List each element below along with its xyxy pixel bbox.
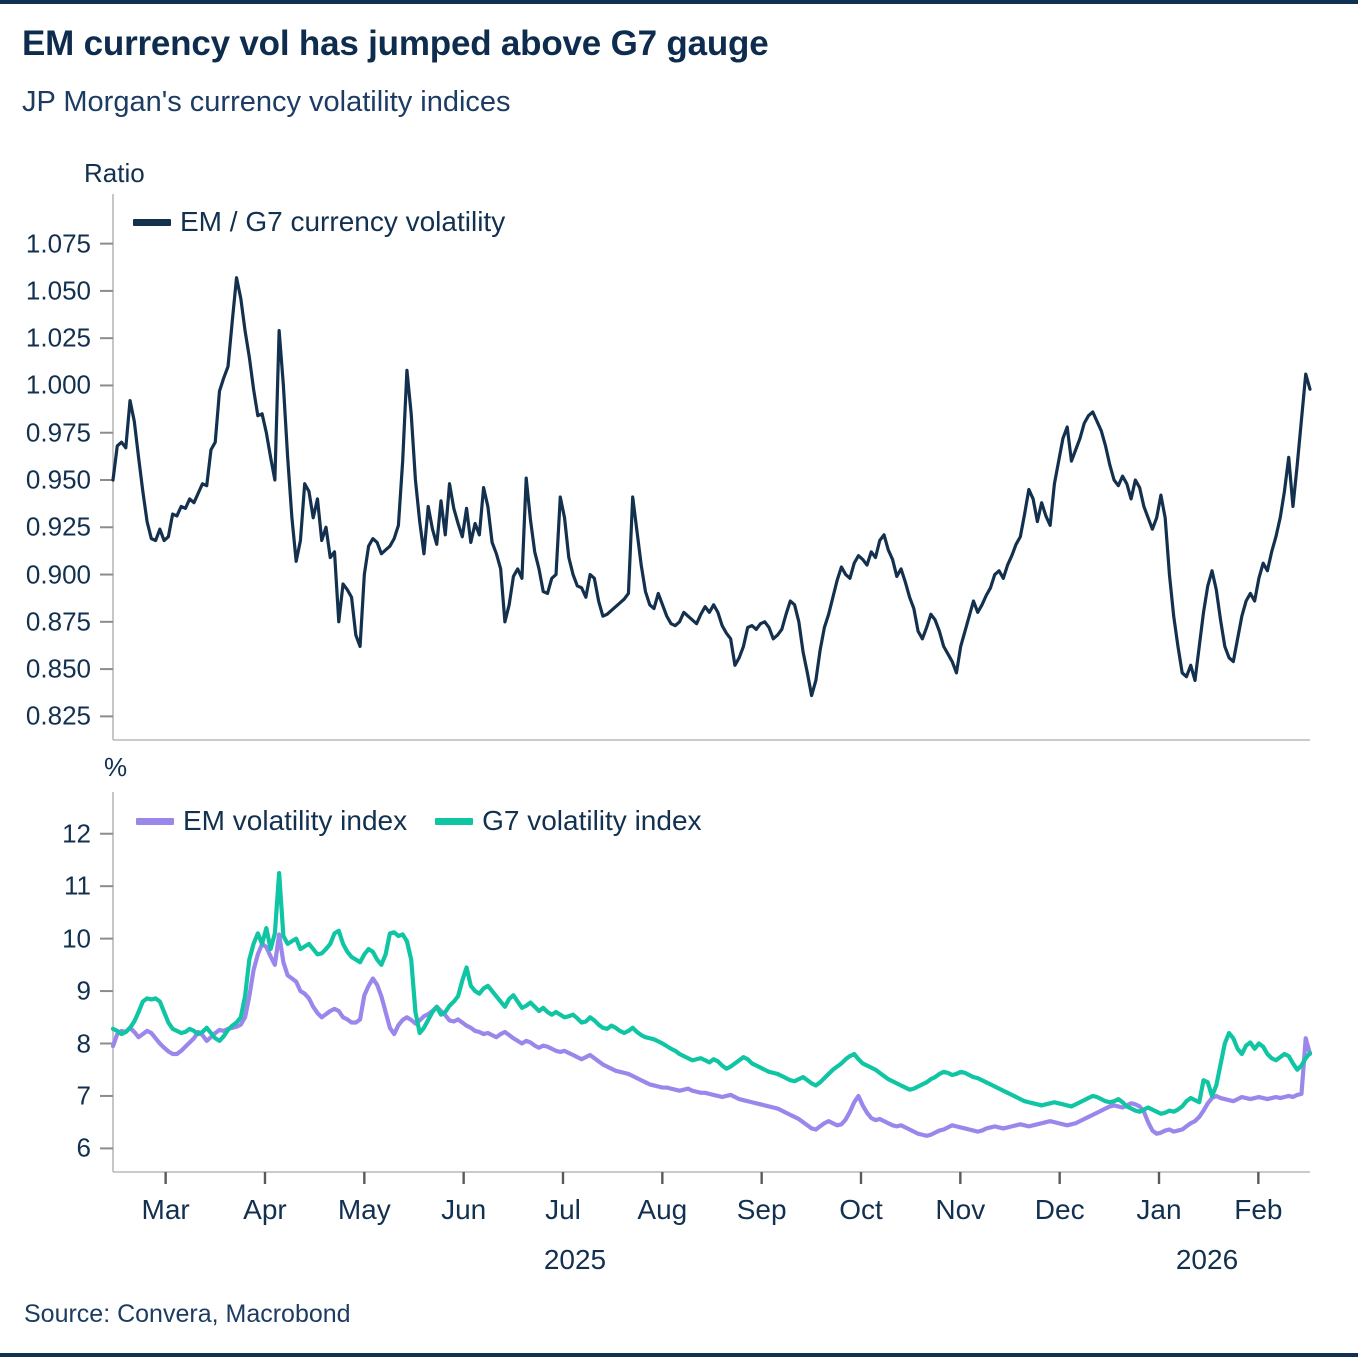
y-tick-label: 0.975 — [25, 417, 91, 448]
y-tick-label: 11 — [64, 870, 91, 901]
top-divider-rule — [0, 0, 1358, 4]
legend-item-em: EM volatility index — [136, 805, 407, 837]
x-year-label-2026: 2026 — [1175, 1244, 1239, 1275]
series-layer — [110, 276, 1313, 1138]
y-tick-label: 0.850 — [25, 653, 91, 684]
legend-label-g7: G7 volatility index — [482, 805, 702, 836]
x-tick-label-aug: Aug — [637, 1194, 688, 1225]
x-tick-label-may: May — [337, 1194, 391, 1225]
page-title: EM currency vol has jumped above G7 gaug… — [22, 24, 769, 63]
x-tick-label-mar: Mar — [141, 1194, 190, 1225]
x-tick-label-jan: Jan — [1136, 1194, 1182, 1225]
series-line-em-g7-currency-volatility — [111, 276, 1312, 698]
x-tick-label-feb: Feb — [1234, 1194, 1283, 1225]
top-chart-y-unit: Ratio — [84, 158, 145, 188]
page-subtitle: JP Morgan's currency volatility indices — [22, 86, 511, 118]
x-tick-label-jun: Jun — [441, 1194, 487, 1225]
legend-swatch-ratio — [133, 218, 171, 226]
legend-swatch-em — [136, 817, 174, 825]
series-line-g7-volatility-index — [110, 870, 1313, 1116]
series-line-em-volatility-index — [110, 932, 1313, 1138]
legend-label-ratio: EM / G7 currency volatility — [180, 206, 506, 237]
y-tick-label: 0.925 — [25, 511, 91, 542]
y-tick-label: 1.050 — [25, 275, 91, 306]
x-tick-label-jul: Jul — [545, 1194, 581, 1225]
y-tick-label: 10 — [62, 923, 91, 954]
y-tick-label: 1.075 — [25, 228, 91, 259]
legend-swatch-g7 — [435, 817, 474, 825]
x-tick-label-oct: Oct — [839, 1194, 883, 1225]
legend-item-ratio: EM / G7 currency volatility — [133, 206, 505, 238]
y-tick-label: 0.875 — [25, 606, 91, 637]
x-tick-label-apr: Apr — [243, 1194, 287, 1225]
y-tick-label: 0.950 — [25, 464, 91, 495]
top-chart-legend: EM / G7 currency volatility — [133, 206, 523, 238]
y-tick-label: 6 — [76, 1132, 91, 1163]
y-tick-label: 8 — [76, 1028, 91, 1058]
bottom-chart-y-unit: % — [104, 752, 128, 782]
y-tick-label: 0.900 — [25, 559, 91, 590]
axes-layer — [100, 194, 1310, 1184]
y-tick-label: 7 — [76, 1080, 91, 1111]
legend-item-g7: G7 volatility index — [435, 805, 702, 837]
x-year-label-2025: 2025 — [543, 1244, 607, 1275]
y-tick-label: 0.825 — [25, 700, 91, 731]
y-tick-label: 1.025 — [25, 322, 91, 353]
source-note: Source: Convera, Macrobond — [24, 1300, 351, 1328]
y-tick-label: 9 — [76, 975, 91, 1006]
x-tick-label-sep: Sep — [736, 1194, 787, 1225]
x-tick-label-nov: Nov — [935, 1194, 986, 1225]
y-tick-label: 12 — [62, 818, 91, 849]
y-tick-label: 1.000 — [25, 369, 91, 400]
legend-label-em: EM volatility index — [183, 805, 408, 836]
x-tick-label-dec: Dec — [1034, 1194, 1085, 1225]
bottom-divider-rule — [0, 1353, 1358, 1357]
bottom-chart-legend: EM volatility index G7 volatility index — [136, 805, 720, 837]
